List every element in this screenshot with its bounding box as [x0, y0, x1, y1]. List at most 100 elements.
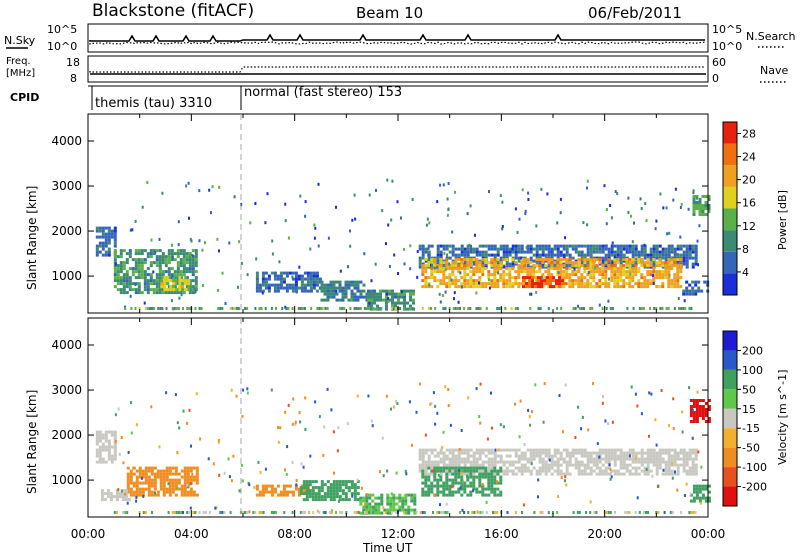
echo-speckle — [611, 420, 614, 424]
echo-cell — [168, 469, 172, 473]
echo-cell — [469, 270, 473, 274]
echo-cell — [577, 267, 581, 271]
echo-cell — [153, 484, 157, 488]
echo-cell — [613, 261, 617, 265]
echo-cell — [490, 273, 494, 277]
echo-speckle — [270, 388, 273, 392]
echo-cell — [493, 478, 497, 482]
echo-cell — [160, 285, 164, 289]
echo-cell — [100, 495, 104, 499]
echo-cell — [376, 304, 379, 308]
echo-cell — [279, 493, 283, 497]
echo-cell — [163, 276, 167, 280]
echo-cell — [409, 298, 412, 302]
echo-cell — [394, 295, 397, 299]
echo-cell — [583, 261, 587, 265]
echo-cell — [167, 258, 171, 262]
echo-cell — [121, 495, 125, 499]
echo-cell — [255, 286, 259, 290]
echo-cell — [556, 448, 560, 452]
echo-cell — [646, 457, 650, 461]
echo-cell — [176, 261, 180, 265]
echo-speckle — [219, 307, 222, 310]
echo-cell — [187, 288, 191, 292]
echo-cell — [374, 511, 378, 515]
echo-cell — [421, 466, 425, 470]
echo-cell — [694, 256, 698, 260]
echo-cell — [691, 244, 695, 248]
echo-cell — [454, 490, 458, 494]
echo-cell — [535, 276, 539, 280]
echo-cell — [643, 457, 647, 461]
echo-cell — [404, 493, 408, 497]
echo-speckle — [292, 397, 295, 401]
echo-cell — [607, 250, 611, 254]
echo-cell — [631, 466, 635, 470]
echo-speckle — [285, 307, 288, 310]
echo-cell — [370, 295, 373, 299]
echo-speckle — [403, 247, 406, 251]
echo-cell — [547, 244, 551, 248]
echo-speckle — [475, 307, 478, 310]
echo-cell — [391, 289, 394, 293]
echo-cell — [592, 469, 596, 473]
echo-cell — [502, 276, 506, 280]
echo-cell — [622, 244, 626, 248]
echo-cell — [571, 244, 575, 248]
echo-cell — [580, 285, 584, 289]
echo-cell — [676, 466, 680, 470]
echo-cell — [442, 276, 446, 280]
echo-cell — [589, 466, 593, 470]
echo-cell — [496, 253, 500, 257]
echo-cell — [688, 250, 692, 254]
echo-cell — [619, 247, 623, 251]
echo-speckle — [326, 307, 329, 310]
echo-cell — [149, 273, 153, 277]
echo-speckle — [368, 511, 370, 514]
echo-cell — [622, 472, 626, 476]
near-range-echoes — [113, 511, 697, 514]
echo-cell — [282, 484, 286, 488]
echo-cell — [285, 490, 289, 494]
echo-cell — [430, 244, 434, 248]
echo-speckle — [430, 307, 432, 310]
echo-cell — [559, 454, 563, 458]
echo-cell — [616, 454, 620, 458]
echo-cell — [577, 279, 581, 283]
echo-cell — [646, 264, 650, 268]
echo-cell — [186, 469, 190, 473]
echo-speckle — [426, 217, 429, 221]
echo-cell — [113, 249, 117, 253]
echo-cell — [541, 247, 545, 251]
echo-speckle — [496, 307, 499, 310]
echo-cell — [463, 273, 467, 277]
echo-speckle — [655, 511, 658, 514]
echo-speckle — [584, 264, 587, 268]
echo-cell — [508, 247, 512, 251]
echo-cell — [188, 252, 192, 256]
echo-cell — [604, 276, 608, 280]
echo-cell — [469, 466, 473, 470]
echo-cell — [646, 270, 650, 274]
echo-cell — [472, 282, 476, 286]
echo-cell — [523, 469, 527, 473]
echo-cell — [159, 475, 163, 479]
echo-cell — [291, 490, 295, 494]
echo-cell — [167, 252, 171, 256]
echo-speckle — [186, 483, 189, 487]
echo-cell — [365, 508, 369, 512]
echo-cell — [535, 264, 539, 268]
echo-cell — [649, 261, 653, 265]
echo-cell — [445, 481, 449, 485]
echo-speckle — [238, 489, 241, 493]
echo-speckle — [216, 237, 219, 241]
echo-cell — [179, 249, 183, 253]
echo-cell — [490, 463, 494, 467]
echo-speckle — [287, 403, 290, 407]
echo-speckle — [541, 511, 544, 514]
echo-speckle — [180, 293, 183, 297]
echo-cell — [640, 258, 644, 262]
echo-cell — [469, 460, 473, 464]
echo-cell — [367, 292, 370, 296]
echo-speckle — [302, 465, 305, 469]
